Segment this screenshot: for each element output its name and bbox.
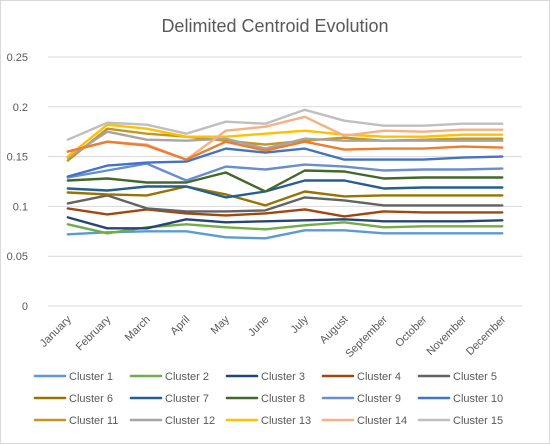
series-line (66, 179, 504, 199)
series-line (66, 194, 504, 213)
legend-label: Cluster 2 (165, 371, 209, 383)
legend-label: Cluster 5 (453, 371, 497, 383)
x-tick-label: January (38, 313, 75, 350)
series-line (66, 229, 504, 240)
y-tick-label: 0.25 (7, 52, 28, 64)
x-axis: January February March April May June July Augu… (38, 313, 509, 360)
x-tick-label: September (343, 313, 390, 360)
y-tick-label: 0 (22, 301, 28, 313)
y-tick-label: 0.15 (7, 152, 28, 164)
series-line (66, 140, 504, 161)
legend-label: Cluster 8 (261, 393, 305, 405)
series-line (66, 169, 504, 193)
y-tick-label: 0.2 (13, 102, 28, 114)
legend-label: Cluster 14 (357, 415, 407, 427)
series-line (66, 207, 504, 218)
series-line (66, 162, 504, 182)
legend-label: Cluster 13 (261, 415, 311, 427)
x-tick-label: November (425, 313, 470, 358)
series-line (66, 147, 504, 178)
x-tick-label: October (393, 313, 429, 349)
x-tick-label: May (209, 313, 233, 337)
x-tick-label: June (246, 314, 271, 339)
series-line (66, 130, 504, 159)
x-tick-label: March (123, 314, 153, 344)
legend-label: Cluster 9 (357, 393, 401, 405)
legend-label: Cluster 3 (261, 371, 305, 383)
legend-label: Cluster 1 (69, 371, 113, 383)
x-tick-label: December (464, 313, 509, 358)
legend-label: Cluster 4 (357, 371, 401, 383)
legend-label: Cluster 7 (165, 393, 209, 405)
series-line (66, 216, 504, 230)
x-tick-label: February (74, 313, 114, 353)
x-tick-label: August (318, 314, 351, 347)
legend-label: Cluster 15 (453, 415, 503, 427)
legend-label: Cluster 12 (165, 415, 215, 427)
series-line (66, 108, 504, 141)
y-tick-label: 0.1 (13, 201, 28, 213)
x-tick-label: July (289, 313, 312, 336)
y-tick-label: 0.05 (7, 251, 28, 263)
legend: Cluster 1 Cluster 2 Cluster 3 Cluster 4 Clus… (33, 371, 503, 427)
series-line (66, 185, 504, 207)
chart-title: Delimited Centroid Evolution (161, 16, 389, 36)
y-axis: 0 0.05 0.1 0.15 0.2 0.25 (7, 52, 28, 313)
legend-label: Cluster 11 (69, 415, 118, 427)
x-tick-label: April (168, 314, 192, 338)
legend-label: Cluster 6 (69, 393, 113, 405)
legend-label: Cluster 10 (453, 393, 503, 405)
series-line (66, 123, 504, 158)
series-lines (66, 108, 504, 240)
